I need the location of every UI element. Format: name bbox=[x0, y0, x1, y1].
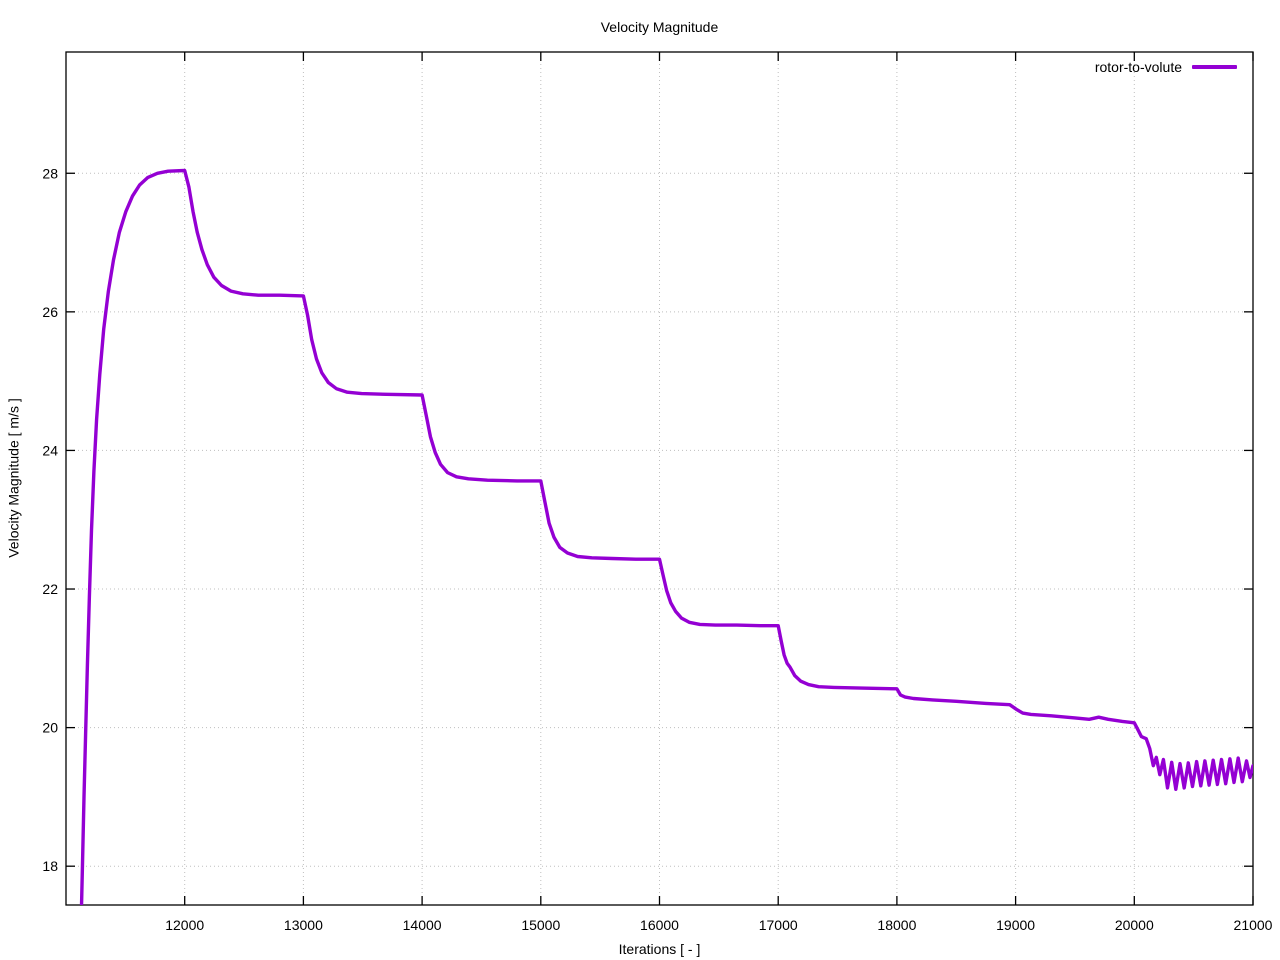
legend-label: rotor-to-volute bbox=[1094, 59, 1182, 75]
x-tick-label: 17000 bbox=[759, 917, 798, 933]
legend: rotor-to-volute bbox=[1095, 59, 1237, 75]
x-tick-label: 20000 bbox=[1115, 917, 1154, 933]
y-tick-label: 28 bbox=[42, 165, 58, 181]
plot-border bbox=[65, 51, 1254, 906]
x-tick-label: 12000 bbox=[165, 917, 204, 933]
y-tick-label: 26 bbox=[42, 304, 58, 320]
chart-title: Velocity Magnitude bbox=[600, 19, 719, 35]
x-tick-label: 21000 bbox=[1234, 917, 1273, 933]
y-tick-label: 22 bbox=[42, 581, 58, 597]
x-tick-label: 16000 bbox=[640, 917, 679, 933]
x-tick-label: 13000 bbox=[284, 917, 323, 933]
x-axis-title: Iterations [ - ] bbox=[618, 941, 701, 957]
legend-line-sample bbox=[1192, 65, 1237, 69]
x-tick-label: 14000 bbox=[403, 917, 442, 933]
x-tick-label: 18000 bbox=[877, 917, 916, 933]
x-tick-label: 15000 bbox=[521, 917, 560, 933]
y-axis-title: Velocity Magnitude [ m/s ] bbox=[5, 398, 22, 558]
x-tick-label: 19000 bbox=[996, 917, 1035, 933]
y-tick-label: 20 bbox=[42, 720, 58, 736]
series-line-rotor-to-volute bbox=[79, 168, 1253, 905]
y-tick-label: 24 bbox=[42, 442, 58, 458]
y-tick-label: 18 bbox=[42, 858, 58, 874]
